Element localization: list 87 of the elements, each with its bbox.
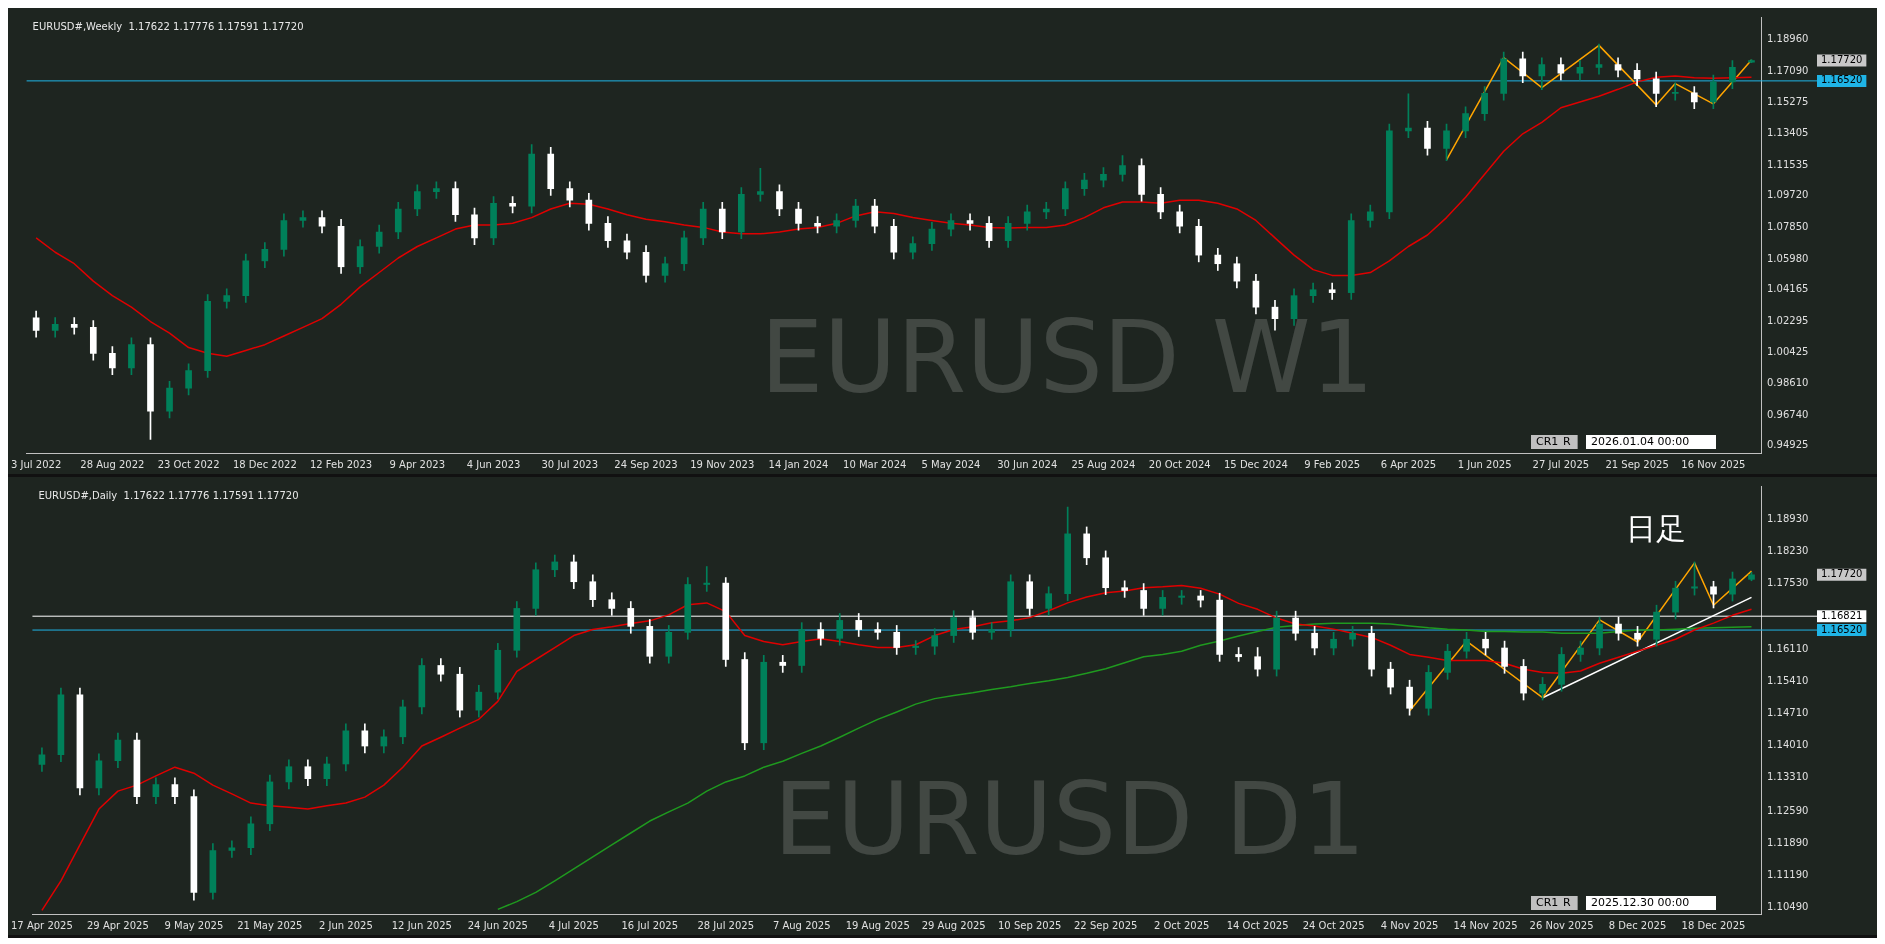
y-tick-label: 1.17530 — [1767, 577, 1809, 589]
ref-line-label: 1.16821 — [1821, 609, 1863, 621]
x-tick-label: 25 Aug 2024 — [1071, 458, 1136, 470]
x-tick-label: 23 Oct 2022 — [157, 458, 220, 470]
x-tick-label: 9 Apr 2023 — [389, 458, 446, 470]
y-tick-label: 1.14710 — [1767, 706, 1809, 718]
x-tick-label: 14 Oct 2025 — [1226, 919, 1289, 931]
y-tick-label: 1.07850 — [1767, 220, 1809, 232]
candlestick — [1671, 82, 1679, 101]
annotation: CR1 — [1536, 895, 1559, 909]
x-tick-label: 9 Feb 2025 — [1304, 458, 1361, 470]
y-tick-label: 1.09720 — [1767, 189, 1809, 201]
y-tick-label: 1.00425 — [1767, 346, 1809, 358]
y-tick-label: 1.14010 — [1767, 739, 1809, 751]
x-tick-label: 8 Dec 2025 — [1608, 919, 1667, 931]
annotation: R — [1563, 434, 1571, 448]
x-tick-label: 4 Jun 2023 — [466, 458, 521, 470]
x-tick-label: 4 Nov 2025 — [1380, 919, 1439, 931]
y-tick-label: 0.94925 — [1767, 439, 1809, 451]
text: 1.17720 — [1821, 568, 1863, 580]
y-tick-label: 1.13405 — [1767, 127, 1809, 139]
x-tick-label: 19 Nov 2023 — [690, 458, 755, 470]
x-tick-label: 24 Sep 2023 — [614, 458, 678, 470]
x-tick-label: 29 Apr 2025 — [86, 919, 149, 931]
y-tick-label: 1.18930 — [1767, 512, 1809, 524]
y-tick-label: 1.10490 — [1767, 901, 1809, 913]
ref-line-label: 1.16520 — [1821, 74, 1863, 86]
x-tick-label: 15 Dec 2024 — [1223, 458, 1288, 470]
y-tick-label: 1.17090 — [1767, 64, 1809, 76]
x-tick-label: 30 Jun 2024 — [997, 458, 1058, 470]
x-tick-label: 17 Apr 2025 — [11, 919, 73, 931]
y-tick-label: 1.16110 — [1767, 642, 1809, 654]
x-tick-label: 28 Aug 2022 — [80, 458, 145, 470]
x-tick-label: 16 Nov 2025 — [1681, 458, 1746, 470]
y-tick-label: 0.96740 — [1767, 408, 1809, 420]
x-tick-label: 29 Aug 2025 — [921, 919, 986, 931]
x-tick-label: 5 May 2024 — [921, 458, 981, 470]
x-tick-label: 10 Sep 2025 — [997, 919, 1062, 931]
ref-line-label: 1.16520 — [1821, 623, 1863, 635]
x-tick-label: 28 Jul 2025 — [697, 919, 755, 931]
x-tick-label: 20 Oct 2024 — [1148, 458, 1211, 470]
x-tick-label: 12 Feb 2023 — [309, 458, 373, 470]
x-tick-label: 24 Jun 2025 — [467, 919, 528, 931]
y-tick-label: 1.11190 — [1767, 868, 1809, 880]
annotation: 日足 — [1626, 510, 1686, 546]
x-tick-label: 4 Jul 2025 — [548, 919, 599, 931]
annotation: 2026.01.04 00:00 — [1591, 434, 1690, 448]
y-tick-label: 1.18230 — [1767, 544, 1809, 556]
x-tick-label: 1 Jun 2025 — [1457, 458, 1512, 470]
x-tick-label: 18 Dec 2022 — [232, 458, 297, 470]
annotation: R — [1563, 895, 1571, 909]
y-tick-label: 1.13310 — [1767, 771, 1809, 783]
y-tick-label: 1.11890 — [1767, 836, 1809, 848]
x-tick-label: 14 Jan 2024 — [768, 458, 829, 470]
chart-title: EURUSD#,Weekly 1.17622 1.17776 1.17591 1.17720 — [32, 20, 304, 32]
x-tick-label: 2 Jun 2025 — [318, 919, 373, 931]
y-tick-label: 1.11535 — [1767, 158, 1809, 170]
x-tick-label: 18 Dec 2025 — [1681, 919, 1746, 931]
x-tick-label: 16 Jul 2025 — [621, 919, 679, 931]
x-tick-label: 30 Jul 2023 — [541, 458, 599, 470]
x-tick-label: 7 Aug 2025 — [772, 919, 831, 931]
annotation: CR1 — [1536, 434, 1559, 448]
x-tick-label: 10 Mar 2024 — [843, 458, 907, 470]
x-tick-label: 21 May 2025 — [237, 919, 303, 931]
x-tick-label: 22 Sep 2025 — [1073, 919, 1138, 931]
x-tick-label: 2 Oct 2025 — [1153, 919, 1210, 931]
text: 1.17720 — [1821, 54, 1863, 66]
x-tick-label: 21 Sep 2025 — [1605, 458, 1669, 470]
x-tick-label: 12 Jun 2025 — [391, 919, 452, 931]
y-tick-label: 1.02295 — [1767, 314, 1809, 326]
annotation: 2025.12.30 00:00 — [1591, 895, 1690, 909]
y-tick-label: 1.15275 — [1767, 95, 1809, 107]
x-tick-label: 6 Apr 2025 — [1380, 458, 1437, 470]
x-tick-label: 24 Oct 2025 — [1302, 919, 1365, 931]
y-tick-label: 1.15410 — [1767, 674, 1809, 686]
x-tick-label: 26 Nov 2025 — [1529, 919, 1594, 931]
x-tick-label: 9 May 2025 — [164, 919, 224, 931]
x-tick-label: 3 Jul 2022 — [11, 458, 62, 470]
y-tick-label: 1.12590 — [1767, 804, 1809, 816]
x-tick-label: 27 Jul 2025 — [1532, 458, 1590, 470]
y-tick-label: 1.04165 — [1767, 283, 1809, 295]
y-tick-label: 0.98610 — [1767, 377, 1809, 389]
chart-title: EURUSD#,Daily 1.17622 1.17776 1.17591 1.17720 — [38, 489, 299, 501]
x-tick-label: 14 Nov 2025 — [1453, 919, 1518, 931]
y-tick-label: 1.18960 — [1767, 33, 1809, 45]
y-tick-label: 1.05980 — [1767, 252, 1809, 264]
x-tick-label: 19 Aug 2025 — [845, 919, 910, 931]
